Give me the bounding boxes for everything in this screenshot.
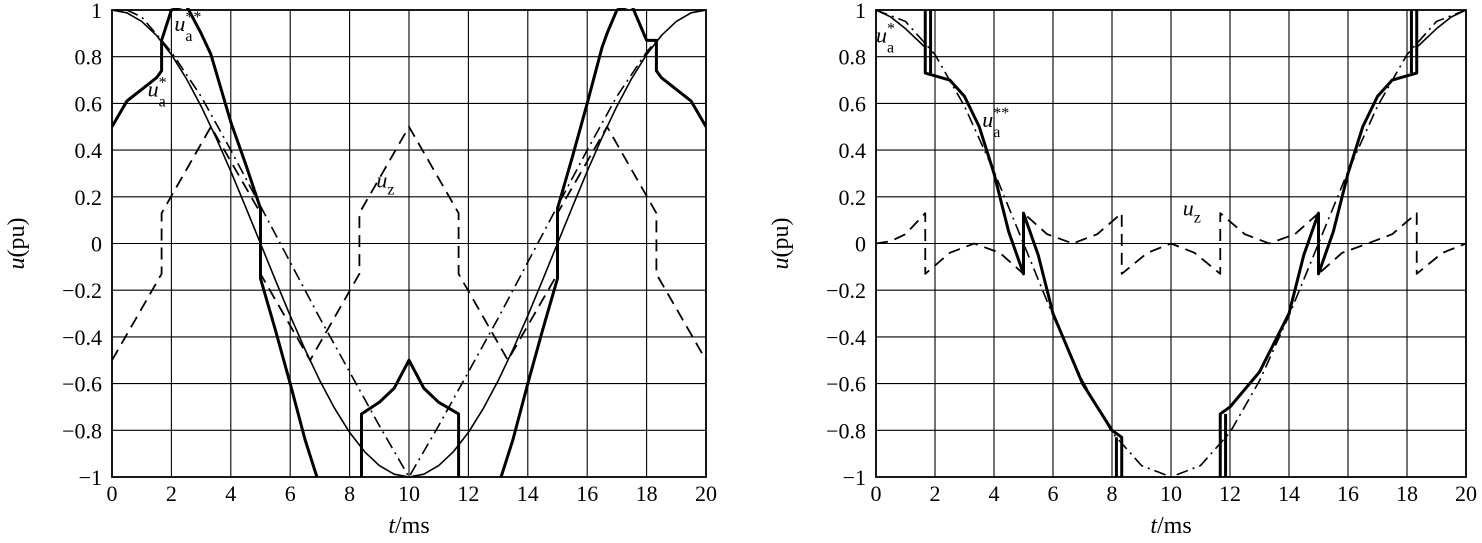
x-tick-label: 10	[398, 481, 420, 506]
x-tick-label: 0	[107, 481, 118, 506]
x-tick-label: 0	[871, 481, 882, 506]
series-line-1	[876, 9, 1466, 478]
y-tick-label: −0.2	[62, 278, 102, 303]
x-tick-label: 2	[166, 481, 177, 506]
y-tick-label: 0.6	[839, 91, 867, 116]
x-tick-label: 12	[1219, 481, 1241, 506]
y-tick-label: −0.4	[826, 325, 866, 350]
y-tick-label: 0.8	[839, 45, 867, 70]
y-tick-label: −0.6	[62, 372, 102, 397]
chart-panel-2: 0 2 4 6 8 10 12 14 16 18 20 1 0.8 0.6 0.4 0.2 0 −0.2 −0.4 −…	[768, 0, 1477, 539]
y-tick-label: −0.6	[826, 372, 866, 397]
x-tick-label: 18	[1396, 481, 1418, 506]
y-tick-label: 0	[855, 232, 866, 257]
x-tick-label: 2	[930, 481, 941, 506]
x-tick-label: 6	[1048, 481, 1059, 506]
x-tick-label: 16	[1337, 481, 1359, 506]
y-tick-label: 0.4	[75, 138, 103, 163]
curve-label: u* a	[148, 74, 167, 110]
series-line-9	[876, 9, 926, 48]
x-tick-label: 4	[989, 481, 1000, 506]
curve-label: uz	[1183, 195, 1201, 226]
y-tick-label: 0.6	[75, 91, 103, 116]
x-tick-label: 16	[576, 481, 598, 506]
y-tick-label: −0.2	[826, 278, 866, 303]
series-line-4	[1218, 10, 1419, 477]
series-line-6	[126, 9, 658, 478]
x-tick-label: 6	[285, 481, 296, 506]
curve-label: u** a	[174, 9, 201, 45]
series-line-3	[112, 8, 319, 478]
y-tick-label: 0.4	[839, 138, 867, 163]
curve-label: u** a	[982, 105, 1009, 141]
y-tick-label: 0.2	[839, 185, 867, 210]
x-tick-label: 18	[636, 481, 658, 506]
y-tick-label: 0.2	[75, 185, 103, 210]
curve-label: uz	[376, 167, 394, 198]
y-tick-label: −1	[843, 465, 866, 490]
x-axis-label: t/ms	[1150, 513, 1191, 539]
x-tick-label: 14	[517, 481, 539, 506]
y-tick-label: 1	[91, 0, 102, 23]
series-line-4	[359, 358, 461, 477]
curve-label: u* a	[876, 21, 895, 57]
x-tick-label: 8	[344, 481, 355, 506]
x-tick-label: 4	[225, 481, 236, 506]
chart-panel-1: 0 2 4 6 8 10 12 14 16 18 20 1 0.8 0.6 0.4 0.2 0 −0.2 −0.4 −…	[4, 0, 717, 539]
x-axis-label: t/ms	[388, 513, 429, 539]
x-tick-label: 20	[695, 481, 717, 506]
series-line-5	[499, 8, 706, 478]
y-tick-label: 0.8	[75, 45, 103, 70]
x-tick-label: 20	[1455, 481, 1477, 506]
y-axis-label: u(pu)	[4, 218, 30, 270]
y-tick-label: 0	[91, 232, 102, 257]
y-tick-label: −0.8	[826, 418, 866, 443]
y-tick-label: 1	[855, 0, 866, 23]
series-line-10	[1416, 9, 1466, 48]
y-axis-label: u(pu)	[768, 218, 794, 270]
x-tick-label: 12	[457, 481, 479, 506]
x-tick-label: 14	[1278, 481, 1300, 506]
x-tick-label: 10	[1160, 481, 1182, 506]
series-line-3	[923, 10, 1124, 477]
series-line-2	[112, 125, 706, 362]
series-line-2	[876, 212, 1466, 275]
y-tick-label: −0.4	[62, 325, 102, 350]
y-tick-label: −1	[79, 465, 102, 490]
y-tick-label: −0.8	[62, 418, 102, 443]
x-tick-label: 8	[1107, 481, 1118, 506]
